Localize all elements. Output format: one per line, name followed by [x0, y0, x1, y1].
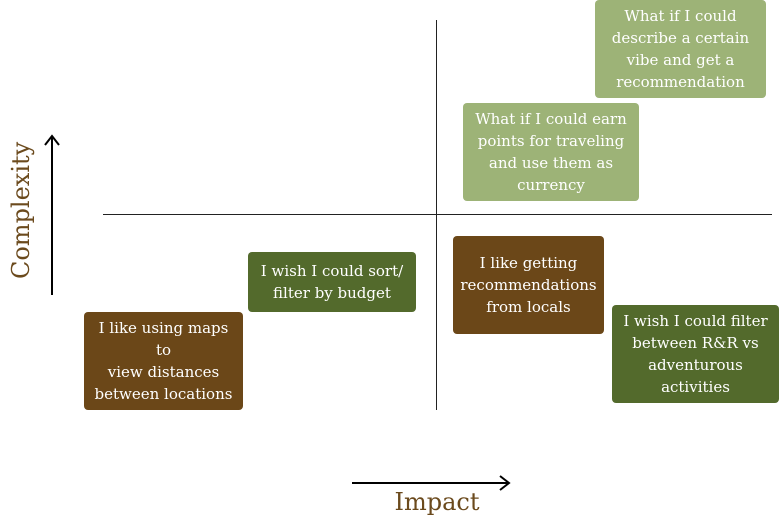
y-axis-label: Complexity [7, 141, 35, 279]
note-earn-points[interactable]: What if I could earn points for travelin… [463, 103, 639, 201]
x-axis-label: Impact [394, 488, 480, 516]
note-filter-rr-adventurous[interactable]: I wish I could filter between R&R vs adv… [612, 305, 779, 403]
complexity-arrow [44, 134, 60, 295]
note-maps-distances[interactable]: I like using maps to view distances betw… [84, 312, 243, 410]
horizontal-axis-line [103, 214, 772, 215]
note-describe-vibe[interactable]: What if I could describe a certain vibe … [595, 0, 766, 98]
impact-arrow [352, 475, 511, 491]
note-recommendations-from-locals[interactable]: I like getting recommendations from loca… [453, 236, 604, 334]
vertical-axis-line [436, 20, 437, 410]
note-sort-by-budget[interactable]: I wish I could sort/ filter by budget [248, 252, 416, 312]
